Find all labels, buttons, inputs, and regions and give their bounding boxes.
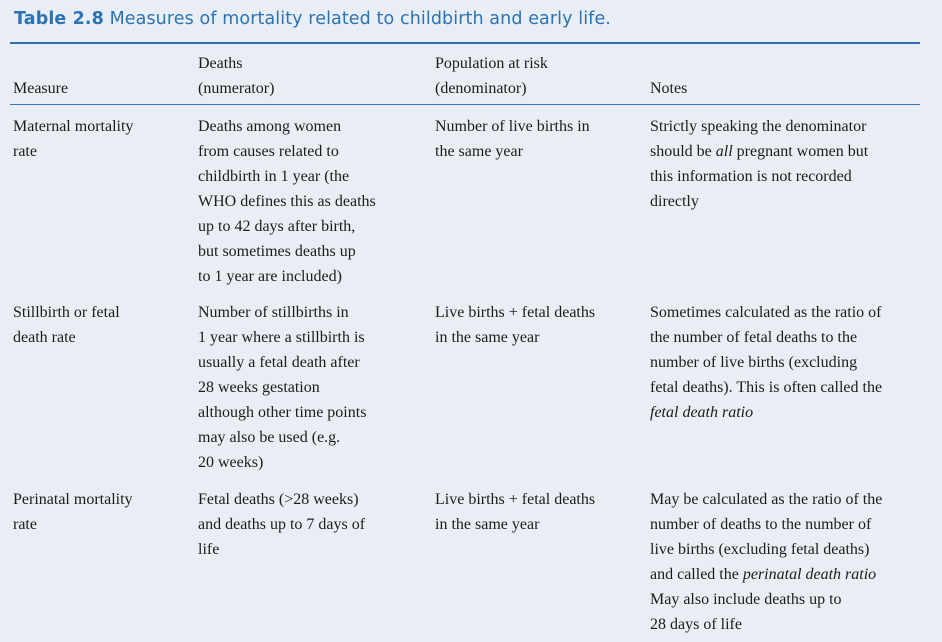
cell-line: Number of stillbirths in (198, 304, 349, 321)
cell-line: 1 year where a stillbirth is (198, 329, 365, 346)
cell-line: Number of live births in (435, 118, 590, 135)
text-run: should be (650, 143, 716, 160)
cell-line: although other time points (198, 404, 367, 421)
cell-line: may also be used (e.g. (198, 429, 341, 446)
cell-line: live births (excluding fetal deaths) (650, 537, 882, 562)
cell-line: directly (650, 189, 868, 214)
text-run: number of live births (excluding (650, 354, 858, 371)
cell-line: Perinatal mortality (13, 491, 133, 508)
text-run: and called the (650, 566, 743, 583)
table-caption: Table 2.8 Measures of mortality related … (14, 9, 611, 29)
header-line: Measure (13, 80, 69, 97)
header-notes: Notes (650, 76, 687, 101)
cell-line: in the same year (435, 329, 540, 346)
cell-line: the same year (435, 143, 523, 160)
row-2-notes: Sometimes calculated as the ratio of the … (650, 300, 882, 425)
cell-line: childbirth in 1 year (the (198, 168, 350, 185)
cell-line: Deaths among women (198, 118, 342, 135)
top-rule (10, 42, 920, 44)
header-line: Population at risk (435, 55, 548, 72)
cell-line: Live births + fetal deaths (435, 304, 596, 321)
row-3-numerator: Fetal deaths (>28 weeks) and deaths up to… (198, 487, 365, 562)
cell-line: up to 42 days after birth, (198, 218, 356, 235)
cell-line: Maternal mortality (13, 118, 134, 135)
cell-line: from causes related to (198, 143, 339, 160)
cell-line: 20 weeks) (198, 454, 264, 471)
cell-line: Stillbirth or fetal (13, 304, 120, 321)
cell-line: Live births + fetal deaths (435, 491, 596, 508)
cell-line: but sometimes deaths up (198, 243, 356, 260)
text-run: May be calculated as the ratio of the (650, 491, 883, 508)
text-run: this information is not recorded (650, 168, 852, 185)
cell-line: May also include deaths up to (650, 587, 882, 612)
emphasis-text: all (715, 143, 733, 160)
table-title: Measures of mortality related to childbi… (109, 9, 611, 29)
cell-line: should be all pregnant women but (650, 139, 868, 164)
cell-line: and deaths up to 7 days of (198, 516, 366, 533)
text-run: pregnant women but (732, 143, 869, 160)
row-1-measure: Maternal mortality rate (13, 114, 133, 164)
emphasis-text: fetal death ratio (650, 404, 754, 421)
row-2-numerator: Number of stillbirths in 1 year where a s… (198, 300, 366, 475)
cell-line: in the same year (435, 516, 540, 533)
cell-line: fetal death ratio (650, 400, 882, 425)
row-2-denominator: Live births + fetal deaths in the same ye… (435, 300, 595, 350)
header-numerator: Deaths (numerator) (198, 51, 274, 101)
row-3-notes: May be calculated as the ratio of the num… (650, 487, 882, 637)
text-run: live births (excluding fetal deaths) (650, 541, 870, 558)
row-1-denominator: Number of live births in the same year (435, 114, 590, 164)
cell-line: Fetal deaths (>28 weeks) (198, 491, 359, 508)
header-line: (denominator) (435, 80, 527, 97)
cell-line: death rate (13, 329, 76, 346)
row-3-denominator: Live births + fetal deaths in the same ye… (435, 487, 595, 537)
table-number: Table 2.8 (14, 9, 104, 29)
cell-line: 28 days of life (650, 612, 882, 637)
cell-line: fetal deaths). This is often called the (650, 375, 882, 400)
cell-line: this information is not recorded (650, 164, 868, 189)
header-line: Notes (650, 80, 688, 97)
header-line: Deaths (198, 55, 243, 72)
header-denominator: Population at risk (denominator) (435, 51, 548, 101)
header-measure: Measure (13, 76, 68, 101)
row-1-numerator: Deaths among women from causes related to… (198, 114, 376, 289)
text-run: number of deaths to the number of (650, 516, 872, 533)
text-run: May also include deaths up to (650, 591, 842, 608)
text-run: 28 days of life (650, 616, 742, 633)
cell-line: rate (13, 143, 37, 160)
row-1-notes: Strictly speaking the denominator should … (650, 114, 868, 214)
header-line: (numerator) (198, 80, 275, 97)
cell-line: 28 weeks gestation (198, 379, 320, 396)
cell-line: number of live births (excluding (650, 350, 882, 375)
row-2-measure: Stillbirth or fetal death rate (13, 300, 120, 350)
text-run: Sometimes calculated as the ratio of (650, 304, 882, 321)
cell-line: May be calculated as the ratio of the (650, 487, 882, 512)
text-run: the number of fetal deaths to the (650, 329, 858, 346)
cell-line: Strictly speaking the denominator (650, 114, 868, 139)
cell-line: Sometimes calculated as the ratio of (650, 300, 882, 325)
row-3-measure: Perinatal mortality rate (13, 487, 133, 537)
cell-line: WHO defines this as deaths (198, 193, 376, 210)
cell-line: usually a fetal death after (198, 354, 360, 371)
cell-line: to 1 year are included) (198, 268, 342, 285)
cell-line: number of deaths to the number of (650, 512, 882, 537)
text-run: Strictly speaking the denominator (650, 118, 867, 135)
cell-line: rate (13, 516, 37, 533)
header-rule (10, 104, 920, 105)
cell-line: life (198, 541, 220, 558)
cell-line: the number of fetal deaths to the (650, 325, 882, 350)
text-run: directly (650, 193, 699, 210)
emphasis-text: perinatal death ratio (742, 566, 877, 583)
text-run: fetal deaths). This is often called the (650, 379, 883, 396)
cell-line: and called the perinatal death ratio (650, 562, 882, 587)
